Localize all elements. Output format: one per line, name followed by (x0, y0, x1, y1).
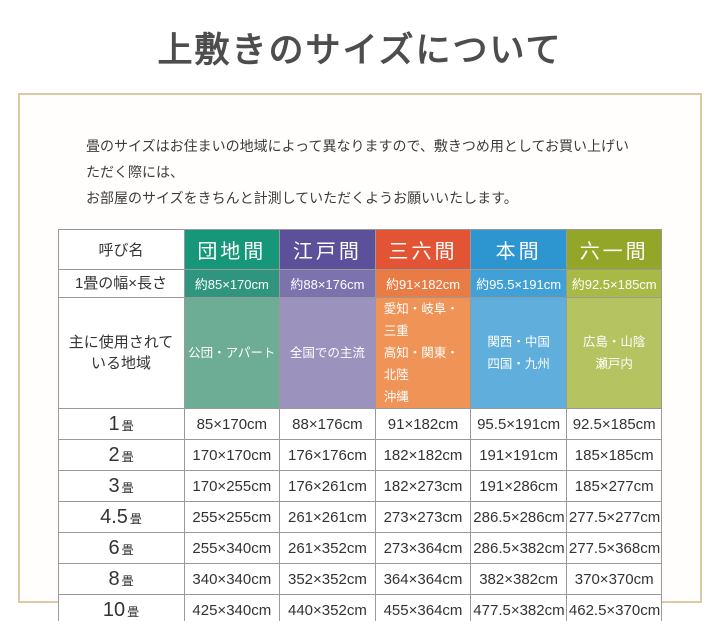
mat-unit: 畳 (121, 573, 134, 588)
region-cell: 公団・アパート (183, 297, 281, 409)
mat-unit: 畳 (121, 542, 134, 557)
value-cell: 191×191cm (470, 439, 567, 471)
value-cell: 425×340cm (183, 594, 281, 621)
column-header-honma: 本間 (470, 229, 567, 270)
value-cell: 176×176cm (279, 439, 376, 471)
value-cell: 95.5×191cm (470, 408, 567, 440)
value-cell: 277.5×277cm (565, 501, 663, 533)
value-cell: 462.5×370cm (565, 594, 663, 621)
size-cell: 約91×182cm (374, 269, 472, 298)
corner-cell: 呼び名 (57, 229, 185, 270)
description-line-1: 畳のサイズはお住まいの地域によって異なりますので、敷きつめ用としてお買い上げいた… (86, 138, 630, 180)
size-row-label: 1畳の幅×長さ (57, 269, 185, 298)
mat-count: 2 (108, 443, 120, 466)
mat-count: 6 (108, 536, 120, 559)
value-cell: 286.5×382cm (470, 532, 567, 564)
mat-unit: 畳 (121, 480, 134, 495)
mat-count: 10 (102, 598, 126, 621)
mat-unit: 畳 (121, 418, 134, 433)
table-row: 4.5 畳 255×255cm 261×261cm 273×273cm 286.5… (57, 501, 663, 533)
value-cell: 182×182cm (374, 439, 472, 471)
value-cell: 340×340cm (183, 563, 281, 595)
value-cell: 286.5×286cm (470, 501, 567, 533)
mat-count: 1 (108, 412, 120, 435)
table-header-row: 呼び名 団地間 江戸間 三六間 本間 六一間 (57, 229, 663, 270)
value-cell: 185×277cm (565, 470, 663, 502)
size-cell: 約88×176cm (279, 269, 376, 298)
value-cell: 85×170cm (183, 408, 281, 440)
value-cell: 382×382cm (470, 563, 567, 595)
value-cell: 255×340cm (183, 532, 281, 564)
size-cell: 約92.5×185cm (565, 269, 663, 298)
value-cell: 261×261cm (279, 501, 376, 533)
column-header-danchima: 団地間 (183, 229, 281, 270)
value-cell: 88×176cm (279, 408, 376, 440)
value-cell: 277.5×368cm (565, 532, 663, 564)
mat-unit: 畳 (127, 604, 140, 619)
mat-count: 8 (108, 567, 120, 590)
size-cell: 約95.5×191cm (470, 269, 567, 298)
table-row: 10 畳 425×340cm 440×352cm 455×364cm 477.5×… (57, 594, 663, 621)
row-label: 4.5 畳 (57, 501, 185, 533)
value-cell: 370×370cm (565, 563, 663, 595)
tatami-size-table: 呼び名 団地間 江戸間 三六間 本間 六一間 1畳の幅×長さ 約85×170cm… (57, 229, 663, 621)
region-cell: 関西・中国 四国・九州 (470, 297, 567, 409)
value-cell: 273×364cm (374, 532, 472, 564)
value-cell: 170×170cm (183, 439, 281, 471)
value-cell: 364×364cm (374, 563, 472, 595)
region-cell: 広島・山陰 瀬戸内 (565, 297, 663, 409)
page-title: 上敷きのサイズについて (157, 30, 563, 71)
region-row: 主に使用されて いる地域 公団・アパート 全国での主流 愛知・岐阜・三重 高知・… (57, 297, 663, 409)
value-cell: 92.5×185cm (565, 408, 663, 440)
value-cell: 352×352cm (279, 563, 376, 595)
one-mat-size-row: 1畳の幅×長さ 約85×170cm 約88×176cm 約91×182cm 約9… (57, 269, 663, 298)
value-cell: 477.5×382cm (470, 594, 567, 621)
row-label: 10 畳 (57, 594, 185, 621)
region-row-label: 主に使用されて いる地域 (57, 297, 185, 409)
region-cell: 愛知・岐阜・三重 高知・関東・北陸 沖縄 (374, 297, 472, 409)
mat-unit: 畳 (121, 449, 134, 464)
mat-count: 3 (108, 474, 120, 497)
content-panel: 畳のサイズはお住まいの地域によって異なりますので、敷きつめ用としてお買い上げいた… (18, 93, 702, 621)
value-cell: 176×261cm (279, 470, 376, 502)
column-header-edoma: 江戸間 (279, 229, 376, 270)
column-header-sabuokuma: 三六間 (374, 229, 472, 270)
value-cell: 255×255cm (183, 501, 281, 533)
value-cell: 440×352cm (279, 594, 376, 621)
region-cell: 全国での主流 (279, 297, 376, 409)
value-cell: 182×273cm (374, 470, 472, 502)
value-cell: 273×273cm (374, 501, 472, 533)
value-cell: 261×352cm (279, 532, 376, 564)
value-cell: 91×182cm (374, 408, 472, 440)
description-line-2: お部屋のサイズをきちんと計測していただくようお願いいたします。 (86, 190, 518, 206)
value-cell: 185×185cm (565, 439, 663, 471)
description: 畳のサイズはお住まいの地域によって異なりますので、敷きつめ用としてお買い上げいた… (86, 133, 640, 211)
column-header-rokuichima: 六一間 (565, 229, 663, 270)
mat-unit: 畳 (129, 511, 142, 526)
value-cell: 191×286cm (470, 470, 567, 502)
value-cell: 170×255cm (183, 470, 281, 502)
value-cell: 455×364cm (374, 594, 472, 621)
mat-count: 4.5 (100, 505, 128, 528)
size-cell: 約85×170cm (183, 269, 281, 298)
